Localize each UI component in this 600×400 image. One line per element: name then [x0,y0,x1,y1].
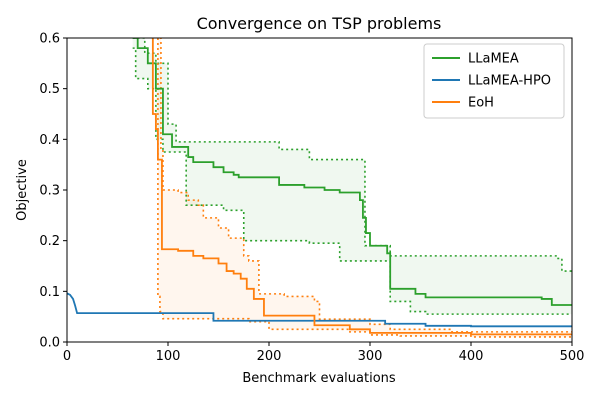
mean-line-llamea [132,38,572,306]
y-axis-label: Objective [15,159,30,221]
y-tick-label: 0.6 [39,32,60,47]
x-axis-label: Benchmark evaluations [242,371,396,386]
mean-line-eoh [151,38,572,336]
band-eoh [157,38,572,337]
x-tick-label: 100 [156,349,181,364]
y-tick-label: 0.0 [39,336,60,351]
y-tick-label: 0.4 [39,133,60,148]
legend-label-eoh: EoH [468,96,494,111]
legend: LLaMEA LLaMEA-HPO EoH [423,43,565,119]
chart-title: Convergence on TSP problems [197,14,442,33]
band-llamea [132,38,572,315]
legend-label-llamea: LLaMEA [468,52,519,67]
y-tick-label: 0.2 [39,234,60,249]
y-tick-label: 0.3 [39,184,60,199]
legend-label-llamea-hpo: LLaMEA-HPO [468,74,551,89]
y-tick-label: 0.5 [39,82,60,97]
mean-line-llamea-hpo [67,292,572,328]
plot-series-group [67,38,572,338]
x-tick-label: 200 [257,349,282,364]
y-tick-label: 0.1 [39,285,60,300]
legend-box [423,43,565,119]
plot-area: 0 100 200 300 400 500 0.0 0.1 0.2 0.3 0.4 0.5 0.6 LLa… [39,32,584,365]
lower-bound-line-eoh [157,38,572,338]
x-tick-label: 400 [459,349,484,364]
x-tick-label: 500 [560,349,585,364]
x-tick-label: 300 [358,349,383,364]
x-tick-label: 0 [63,349,71,364]
